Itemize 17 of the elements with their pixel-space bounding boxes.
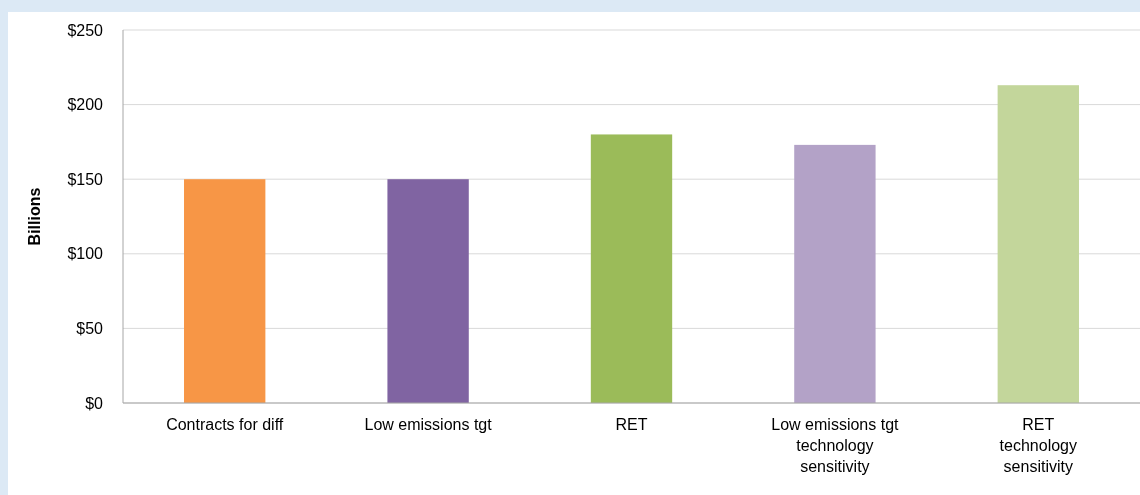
x-tick-label: Low emissions tgt [364, 416, 493, 433]
bar [590, 134, 673, 403]
bar [184, 179, 266, 403]
y-tick-label: $150 [67, 170, 104, 188]
bar [794, 144, 876, 403]
x-tick-label: Low emissions tgt technology sensitivity [771, 416, 900, 475]
y-tick-label: $250 [67, 21, 104, 39]
bar [997, 85, 1079, 403]
x-tick-label: RET [615, 416, 648, 433]
y-tick-label: $0 [85, 394, 104, 412]
y-axis-title: Billions [26, 187, 43, 246]
bar [387, 179, 469, 403]
y-tick-label: $200 [67, 96, 104, 114]
y-tick-label: $50 [76, 320, 104, 337]
y-tick-label: $100 [67, 245, 104, 263]
x-tick-label: Contracts for diff [166, 416, 284, 433]
x-tick-label: RET technology sensitivity [999, 416, 1077, 475]
